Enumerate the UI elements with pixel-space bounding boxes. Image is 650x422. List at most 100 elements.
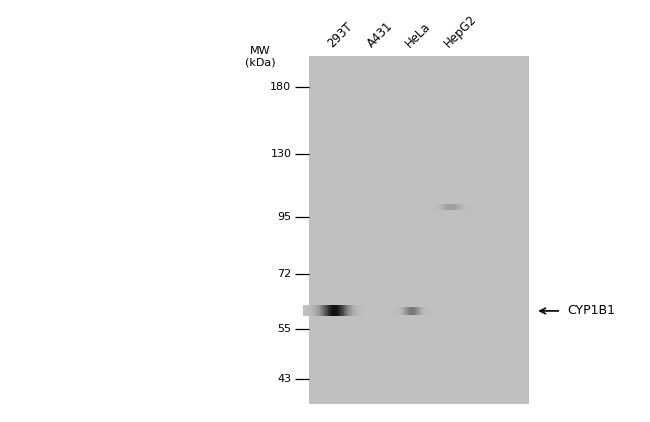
Text: A431: A431 [365,19,395,50]
Bar [442,204,443,210]
Bar [356,306,357,316]
Bar [464,204,465,210]
Bar [393,307,395,315]
Bar [306,306,307,316]
Bar [358,306,360,316]
Bar [326,306,328,316]
Text: MW
(kDa): MW (kDa) [245,46,276,67]
Text: 180: 180 [270,82,291,92]
Bar [357,306,359,316]
Bar [452,204,454,210]
Bar [413,307,415,315]
Bar [460,204,462,210]
Bar [456,204,457,210]
Bar [457,204,458,210]
Bar [330,306,332,316]
Bar [400,307,402,315]
Bar [408,307,410,315]
Bar [445,204,447,210]
Bar [450,204,451,210]
Bar [443,204,445,210]
Text: 95: 95 [277,212,291,222]
Bar [430,204,432,210]
Bar [354,306,356,316]
Bar [352,306,354,316]
Bar [412,307,413,315]
Bar [335,306,337,316]
Bar [333,306,335,316]
Bar [460,204,461,210]
Bar [454,204,455,210]
Bar [416,307,417,315]
Bar [410,307,411,315]
Bar [402,307,404,315]
Bar [395,307,396,315]
Bar [363,306,365,316]
Bar [422,307,423,315]
Text: 130: 130 [270,149,291,159]
Bar [317,306,319,316]
Bar [303,306,305,316]
Bar [343,306,344,316]
Bar [473,204,474,210]
Bar [336,306,338,316]
Bar [312,306,314,316]
Bar [401,307,402,315]
Text: 293T: 293T [326,20,356,50]
Bar [396,307,398,315]
Bar [441,204,442,210]
Bar [426,307,428,315]
Bar [360,306,362,316]
Bar [434,204,435,210]
Bar [448,204,449,210]
Bar [322,306,324,316]
Text: HeLa: HeLa [403,19,434,50]
Bar [451,204,452,210]
Bar [435,204,436,210]
Bar [466,204,467,210]
Bar [427,307,428,315]
Bar [463,204,464,210]
Bar [338,306,339,316]
Bar [462,204,463,210]
Bar [438,204,439,210]
Bar [324,306,325,316]
Bar [429,204,430,210]
Bar [417,307,419,315]
Bar [361,306,363,316]
Bar [439,204,441,210]
Bar [471,204,472,210]
Bar [307,306,309,316]
Bar [344,306,346,316]
Bar [350,306,352,316]
Bar [425,307,426,315]
Bar [421,307,422,315]
Bar [419,307,421,315]
Bar [447,204,448,210]
Bar [311,306,313,316]
Bar [454,204,456,210]
Bar [415,307,417,315]
Bar [346,306,348,316]
Bar [429,307,430,315]
Bar [406,307,408,315]
Bar [448,204,450,210]
Bar [431,307,432,315]
Text: 55: 55 [278,324,291,334]
Bar [349,306,351,316]
Bar [444,204,445,210]
Bar [418,307,419,315]
Bar [428,307,430,315]
Bar [341,306,343,316]
Bar [472,204,473,210]
Bar [432,204,434,210]
Bar [318,306,320,316]
Bar [347,306,349,316]
Bar [470,204,471,210]
Bar [398,307,400,315]
Bar [397,307,398,315]
Bar [432,204,433,210]
Bar [339,306,341,316]
Bar [320,306,322,316]
Bar [325,306,327,316]
